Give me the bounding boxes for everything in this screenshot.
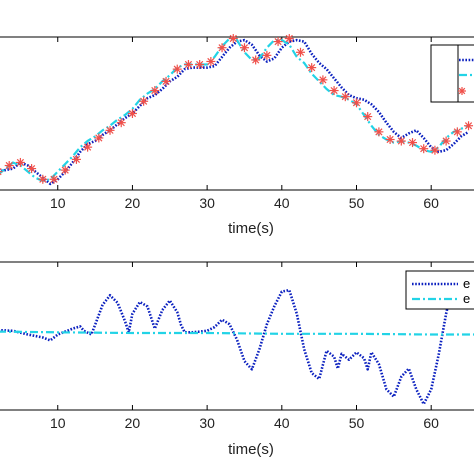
bottom-x-tick-label-3: 40: [274, 415, 290, 431]
top-series-2-point-14: [150, 86, 160, 96]
top-legend-sample-2: [458, 87, 466, 95]
bottom-legend-label-0: e: [463, 276, 470, 291]
top-series-2-point-6: [60, 165, 70, 175]
top-series-2-point-19: [206, 56, 216, 66]
top-series-2-point-15: [161, 76, 171, 86]
top-series-2-point-20: [217, 43, 227, 53]
top-xlabel: time(s): [228, 220, 274, 237]
bottom-x-ticks: 10 20 30 40 50 60: [50, 262, 439, 431]
top-x-tick-label-4: 50: [349, 195, 365, 211]
top-series-2-point-23: [251, 55, 261, 65]
bottom-legend-box: [405, 270, 474, 310]
top-series-2-point-1: [4, 161, 14, 171]
top-series-2-point-29: [318, 75, 328, 85]
top-legend-entries: [458, 58, 474, 95]
top-series-2-point-4: [38, 174, 48, 184]
top-series-1-line: [0, 37, 469, 182]
bottom-x-tick-label-5: 60: [423, 415, 439, 431]
top-series-2-point-28: [307, 63, 317, 73]
top-legend-box: [430, 44, 474, 103]
bottom-legend-entries: ee: [412, 276, 470, 306]
top-series-2-point-33: [363, 112, 373, 122]
top-series-2-point-42: [464, 121, 474, 131]
bottom-panel: 10 20 30 40 50 60 ee time(s): [0, 261, 474, 458]
top-series-2-point-10: [105, 125, 115, 135]
top-series-2-point-41: [452, 127, 462, 137]
bottom-x-tick-label-1: 20: [125, 415, 141, 431]
top-series-2-point-3: [27, 164, 37, 174]
bottom-x-tick-label-0: 10: [50, 415, 66, 431]
top-series-2-point-35: [385, 135, 395, 145]
top-x-tick-label-0: 10: [50, 195, 66, 211]
top-series-2-point-12: [127, 109, 137, 118]
top-series-2-point-36: [396, 136, 406, 146]
bottom-xlabel: time(s): [228, 441, 274, 458]
top-series-2-point-0: [0, 168, 3, 176]
top-series-2-point-25: [273, 37, 283, 47]
top-series-2-point-30: [329, 86, 339, 96]
bottom-legend-label-1: e: [463, 291, 470, 306]
top-panel: 10 20 30 40 50 60 time(s): [0, 34, 474, 237]
top-series-2-markers: [0, 34, 474, 184]
top-series-2-point-13: [139, 96, 149, 106]
bottom-x-tick-label-4: 50: [349, 415, 365, 431]
top-series-2-point-8: [83, 142, 93, 152]
top-series-2-point-27: [295, 47, 305, 57]
top-series-2-point-40: [441, 136, 451, 146]
bottom-series-0-line: [0, 280, 455, 406]
bottom-plot-frame: [0, 261, 474, 411]
top-x-tick-label-3: 40: [274, 195, 290, 211]
bottom-series-1-line: [0, 330, 474, 336]
top-series-2-point-17: [183, 60, 193, 70]
top-series-group: [0, 34, 474, 186]
top-series-2-point-26: [284, 34, 294, 44]
top-series-2-point-22: [239, 43, 249, 53]
top-x-tick-label-5: 60: [423, 195, 439, 211]
bottom-x-tick-label-2: 30: [199, 415, 215, 431]
top-plot-frame: [0, 36, 474, 191]
top-series-2-point-9: [94, 133, 104, 143]
top-x-tick-label-2: 30: [199, 195, 215, 211]
top-x-ticks: 10 20 30 40 50 60: [50, 37, 439, 211]
top-series-2-point-2: [15, 157, 25, 167]
top-series-2-point-31: [340, 92, 350, 102]
top-series-2-point-24: [262, 50, 272, 60]
top-legend: [430, 44, 474, 103]
top-series-2-point-37: [408, 138, 418, 148]
top-x-tick-label-1: 20: [125, 195, 141, 211]
top-series-2-point-32: [352, 98, 361, 108]
top-series-2-point-5: [49, 174, 59, 184]
top-series-2-point-34: [374, 127, 384, 137]
top-series-2-point-11: [116, 118, 126, 128]
bottom-series-group: [0, 280, 474, 406]
top-series-2-point-21: [228, 34, 238, 44]
bottom-legend: ee: [405, 270, 474, 310]
top-series-2-point-18: [195, 60, 205, 70]
top-series-2-point-16: [172, 64, 182, 74]
top-series-2-point-7: [71, 154, 81, 164]
top-series-2-point-39: [430, 145, 440, 155]
top-series-2-point-38: [419, 144, 429, 154]
